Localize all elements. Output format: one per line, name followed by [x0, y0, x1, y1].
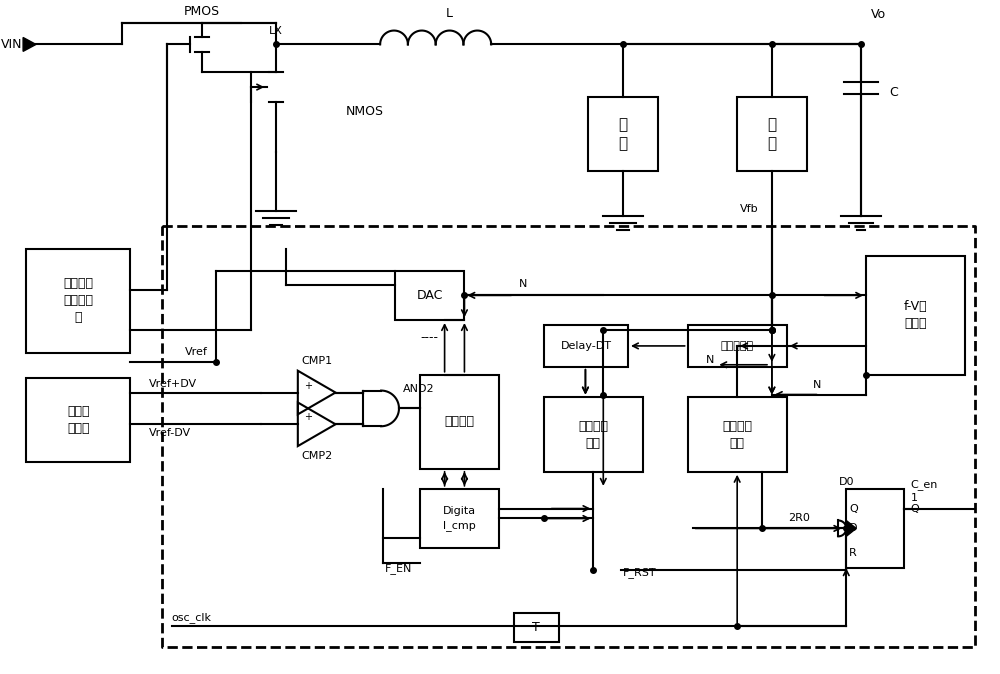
Text: Digita
l_cmp: Digita l_cmp — [443, 506, 476, 530]
Text: N: N — [813, 379, 821, 390]
Text: CMP2: CMP2 — [301, 451, 332, 461]
Text: PMOS: PMOS — [184, 5, 220, 18]
Text: Vo: Vo — [871, 8, 886, 21]
Text: 负
载: 负 载 — [619, 117, 628, 152]
Bar — [26, 249, 130, 353]
Text: C: C — [889, 86, 898, 98]
Text: LX: LX — [269, 26, 283, 36]
Text: 信号发生器: 信号发生器 — [721, 341, 754, 351]
Text: DAC: DAC — [417, 289, 443, 302]
Text: +: + — [304, 412, 312, 423]
Bar — [420, 489, 499, 548]
Text: +: + — [304, 381, 312, 391]
Text: D: D — [849, 524, 858, 533]
Text: R: R — [849, 548, 857, 558]
Text: 1: 1 — [911, 493, 918, 503]
Text: 校正模块: 校正模块 — [444, 415, 474, 428]
Text: Vref-DV: Vref-DV — [149, 428, 191, 438]
Text: N: N — [519, 280, 527, 289]
Bar — [544, 325, 628, 367]
Bar — [737, 97, 807, 171]
Text: osc_clk: osc_clk — [172, 612, 212, 623]
Polygon shape — [23, 38, 36, 51]
Text: Q: Q — [849, 503, 858, 514]
Text: f-V查
找模块: f-V查 找模块 — [904, 300, 928, 330]
Text: N: N — [706, 355, 714, 365]
Bar — [588, 97, 658, 171]
Text: T: T — [532, 621, 540, 634]
Text: C_en: C_en — [911, 479, 938, 490]
Text: 环路控
制模块: 环路控 制模块 — [67, 405, 89, 435]
Text: CMP1: CMP1 — [301, 356, 332, 366]
Text: F_RST: F_RST — [623, 568, 657, 578]
Text: F_EN: F_EN — [385, 563, 412, 574]
Text: 错误计数
模块: 错误计数 模块 — [578, 420, 608, 450]
Bar — [688, 398, 787, 472]
Bar — [514, 613, 559, 642]
Text: 驱动及死
区控制模
块: 驱动及死 区控制模 块 — [63, 277, 93, 324]
Text: Delay-DT: Delay-DT — [560, 341, 611, 351]
Bar — [544, 398, 643, 472]
Bar — [846, 489, 904, 568]
Text: 2R0: 2R0 — [788, 514, 810, 524]
Text: Q: Q — [911, 503, 919, 514]
Text: VIN: VIN — [1, 38, 22, 51]
Bar — [26, 377, 130, 462]
Text: ----: ---- — [421, 332, 439, 344]
Text: NMOS: NMOS — [345, 105, 383, 119]
Text: Vref: Vref — [185, 347, 208, 357]
Text: 时钟计数
模块: 时钟计数 模块 — [722, 420, 752, 450]
Bar — [395, 270, 464, 320]
Text: 采
样: 采 样 — [767, 117, 776, 152]
Bar — [688, 325, 787, 367]
Text: D0: D0 — [839, 477, 854, 487]
Text: L: L — [446, 7, 453, 20]
Bar — [866, 255, 965, 375]
Text: Vfb: Vfb — [740, 204, 759, 214]
Polygon shape — [846, 520, 856, 537]
Text: AND2: AND2 — [403, 384, 435, 394]
Text: Vref+DV: Vref+DV — [149, 379, 197, 389]
Bar — [420, 375, 499, 469]
